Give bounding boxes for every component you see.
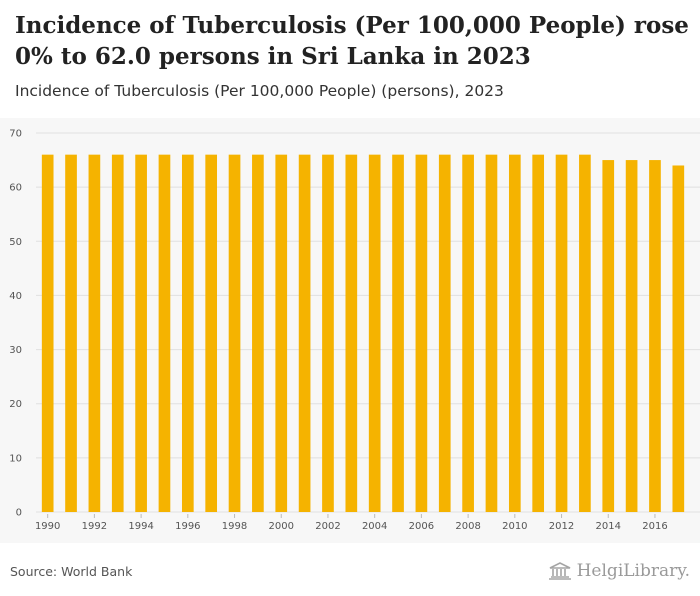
y-tick-label: 0 [16,508,22,519]
x-tick-label: 2006 [409,521,434,532]
bar [579,154,591,512]
bar [205,154,218,512]
x-tick-label: 1992 [82,521,107,532]
bar [555,154,568,512]
x-tick-label: 2002 [315,521,340,532]
y-tick-label: 20 [9,399,22,410]
bar [415,154,428,512]
bar [135,154,147,512]
bar [111,154,124,512]
bar [181,154,194,512]
bar [41,154,54,512]
brand-name: HelgiLibrary. [576,561,690,581]
x-tick-label: 2014 [596,521,621,532]
x-tick-label: 2004 [362,521,387,532]
bar [158,154,171,512]
x-tick-label: 1994 [128,521,153,532]
y-tick-label: 60 [9,183,22,194]
bar [88,154,101,512]
x-tick-label: 2016 [642,521,667,532]
x-tick-label: 1990 [35,521,60,532]
bar [392,154,404,512]
y-tick-label: 50 [9,237,22,248]
bars [41,154,685,513]
bar [322,154,334,512]
y-axis-ticks: 0 10 20 30 40 50 60 70 [9,129,22,519]
x-tick-label: 2010 [502,521,527,532]
y-tick-label: 10 [9,453,22,464]
chart-title: Incidence of Tuberculosis (Per 100,000 P… [15,12,689,70]
x-tick-label: 2008 [455,521,480,532]
bar [672,165,685,512]
bar [602,160,615,513]
x-axis-ticks: 1990 1992 1994 1996 1998 2000 2002 2004 2006 2008… [35,514,668,532]
y-tick-label: 30 [9,345,22,356]
y-tick-label: 40 [9,291,22,302]
bar [508,154,521,512]
bar [252,154,264,512]
x-tick-label: 2000 [269,521,294,532]
helgi-library-logo[interactable]: HelgiLibrary. [547,561,690,581]
bar [298,154,311,512]
x-tick-label: 1996 [175,521,200,532]
bar [485,154,498,512]
bar [649,160,661,513]
bar [65,154,77,512]
bar [228,154,241,512]
bar [438,154,451,512]
bar [345,154,358,512]
bar [532,154,545,512]
bar [368,154,381,512]
bar [462,154,474,512]
chart-subtitle: Incidence of Tuberculosis (Per 100,000 P… [15,82,504,100]
bar [625,160,638,513]
source-note: Source: World Bank [10,564,133,579]
x-tick-label: 2012 [549,521,574,532]
library-building-icon [548,562,571,580]
x-tick-label: 1998 [222,521,247,532]
y-tick-label: 70 [9,129,22,140]
bar [275,154,288,512]
